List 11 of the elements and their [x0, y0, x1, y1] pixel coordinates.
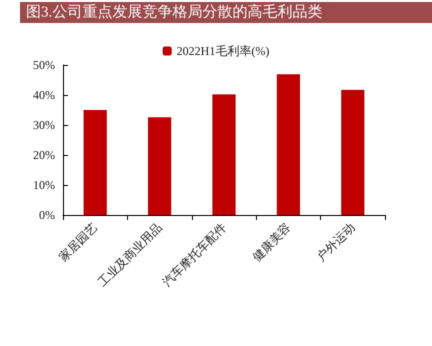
- y-tick-label: 40%: [33, 88, 55, 102]
- y-tick-label: 10%: [33, 178, 55, 192]
- x-tick-label: 家居园艺: [56, 220, 100, 264]
- y-tick-label: 30%: [33, 118, 55, 132]
- chart-title: 图3.公司重点发展竞争格局分散的高毛利品类: [26, 4, 322, 20]
- y-tick-label: 20%: [33, 148, 55, 162]
- x-tick-label: 户外运动: [314, 220, 358, 264]
- legend-label: 2022H1毛利率(%): [176, 44, 270, 58]
- y-tick-label: 50%: [33, 58, 55, 72]
- y-tick-label: 0%: [39, 208, 55, 222]
- x-tick-label: 健康美容: [250, 220, 294, 264]
